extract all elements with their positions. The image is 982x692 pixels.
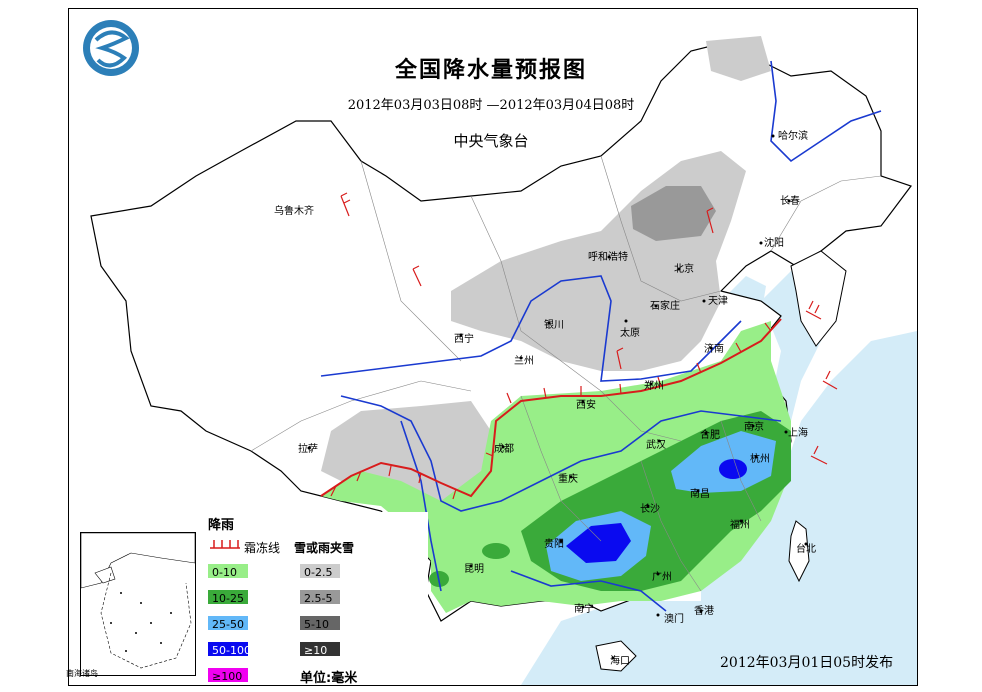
city-label-taibei: 台北 [796, 544, 816, 555]
city-label-chongqing: 重庆 [558, 474, 578, 485]
city-label-aomen: 澳门 [664, 614, 684, 625]
city-label-changchun: 长春 [780, 196, 800, 207]
legend-rain-label-3: 50-100 [212, 644, 251, 657]
city-label-jinan: 济南 [704, 344, 724, 355]
city-markers [307, 134, 808, 660]
legend-rain-title: 降雨 [208, 518, 235, 533]
legend-rain-swatch-2 [208, 616, 248, 630]
rain-zone-10-25-west [482, 543, 510, 559]
wind-barbs [340, 192, 838, 465]
city-label-chengdu: 成都 [494, 444, 514, 455]
snow-zone-heavy [631, 186, 716, 241]
province-borders [250, 155, 882, 592]
city-label-shenyang: 沈阳 [764, 238, 784, 249]
city-label-haerbin: 哈尔滨 [778, 131, 808, 142]
city-label-shanghai: 上海 [788, 428, 808, 439]
city-label-xian: 西安 [576, 400, 596, 411]
legend-freeze-line-symbol [210, 540, 240, 549]
snow-zone-northeast [706, 36, 771, 81]
map-title: 全国降水量预报图 [394, 57, 587, 83]
lancang-river [400, 420, 442, 592]
pearl-river [510, 570, 667, 612]
rain-zone-50-100-east [719, 459, 747, 479]
sea [701, 331, 917, 685]
city-label-xianggang: 香港 [694, 606, 714, 617]
rain-zone-50-100-west [566, 523, 631, 563]
city-label-lanzhou: 兰州 [514, 356, 534, 367]
legend-snow-label-2: 5-10 [304, 618, 329, 631]
city-label-yinchuan: 银川 [544, 320, 564, 331]
legend-snow-label-0: 0-2.5 [304, 566, 333, 579]
legend-freeze-line-label: 霜冻线 [244, 541, 281, 555]
rivers [320, 60, 882, 612]
city-label-hefei: 合肥 [700, 430, 720, 441]
city-label-lasa: 拉萨 [298, 444, 318, 455]
legend: 降雨 霜冻线 雪或雨夹雪 0-10 10-25 25-50 50-100 ≥10… [196, 512, 428, 686]
freeze-line-ticks [330, 322, 772, 500]
cma-logo-icon [83, 20, 139, 76]
legend-rain-label-2: 25-50 [212, 618, 244, 631]
legend-rain-label-4: ≥100 [212, 670, 243, 683]
city-label-wuhan: 武汉 [646, 440, 666, 451]
legend-snow-swatch-0 [300, 564, 340, 578]
city-label-nanchang: 南昌 [690, 489, 710, 500]
yellow-river [320, 275, 742, 382]
legend-rain-swatch-1 [208, 590, 248, 604]
city-label-nanjing: 南京 [744, 422, 764, 433]
inset-map [80, 532, 196, 669]
legend-rain-swatch-4 [208, 668, 248, 682]
city-label-guiyang: 贵阳 [544, 539, 564, 550]
south-china-sea-inset [80, 532, 196, 676]
city-label-kunming: 昆明 [464, 564, 484, 575]
china-map [90, 36, 917, 685]
taiwan-land [788, 520, 810, 583]
city-label-changsha: 长沙 [640, 504, 660, 515]
legend-rain-label-1: 10-25 [212, 592, 244, 605]
map-frame [68, 8, 918, 686]
legend-snow-swatch-2 [300, 616, 340, 630]
legend-unit: 单位:毫米 [300, 671, 358, 686]
legend-snow-label-3: ≥10 [304, 644, 328, 657]
city-label-fuzhou: 福州 [730, 520, 750, 531]
yangtze-river [340, 395, 782, 512]
city-label-shijiazhuang: 石家庄 [650, 301, 680, 312]
legend-rain-swatch-3 [208, 642, 248, 656]
city-label-zhengzhou: 郑州 [644, 381, 664, 392]
issued-time: 2012年03月01日05时发布 [720, 655, 894, 671]
city-label-huhehaote: 呼和浩特 [588, 252, 628, 263]
city-label-wulumuqi: 乌鲁木齐 [274, 206, 314, 217]
city-label-haikou: 海口 [610, 656, 630, 667]
songhua-river [770, 60, 882, 163]
city-label-taiyuan: 太原 [620, 328, 640, 339]
city-label-beijing: 北京 [674, 264, 694, 275]
legend-snow-title: 雪或雨夹雪 [294, 541, 355, 555]
city-label-xining: 西宁 [454, 334, 474, 345]
city-label-guangzhou: 广州 [652, 572, 672, 583]
legend-snow-label-1: 2.5-5 [304, 592, 333, 605]
hainan-land [595, 640, 637, 672]
city-label-nanning: 南宁 [574, 604, 594, 615]
legend-snow-swatch-3 [300, 642, 340, 656]
map-agency: 中央气象台 [453, 132, 529, 150]
korea-land [790, 250, 847, 347]
legend-snow-swatch-1 [300, 590, 340, 604]
inset-label: 南海诸岛 [66, 669, 98, 678]
legend-rain-label-0: 0-10 [212, 566, 237, 579]
city-label-tianjin: 天津 [708, 296, 728, 307]
city-label-hangzhou: 杭州 [750, 454, 770, 465]
map-period: 2012年03月03日08时 —2012年03月04日08时 [347, 98, 635, 113]
legend-rain-swatch-0 [208, 564, 248, 578]
